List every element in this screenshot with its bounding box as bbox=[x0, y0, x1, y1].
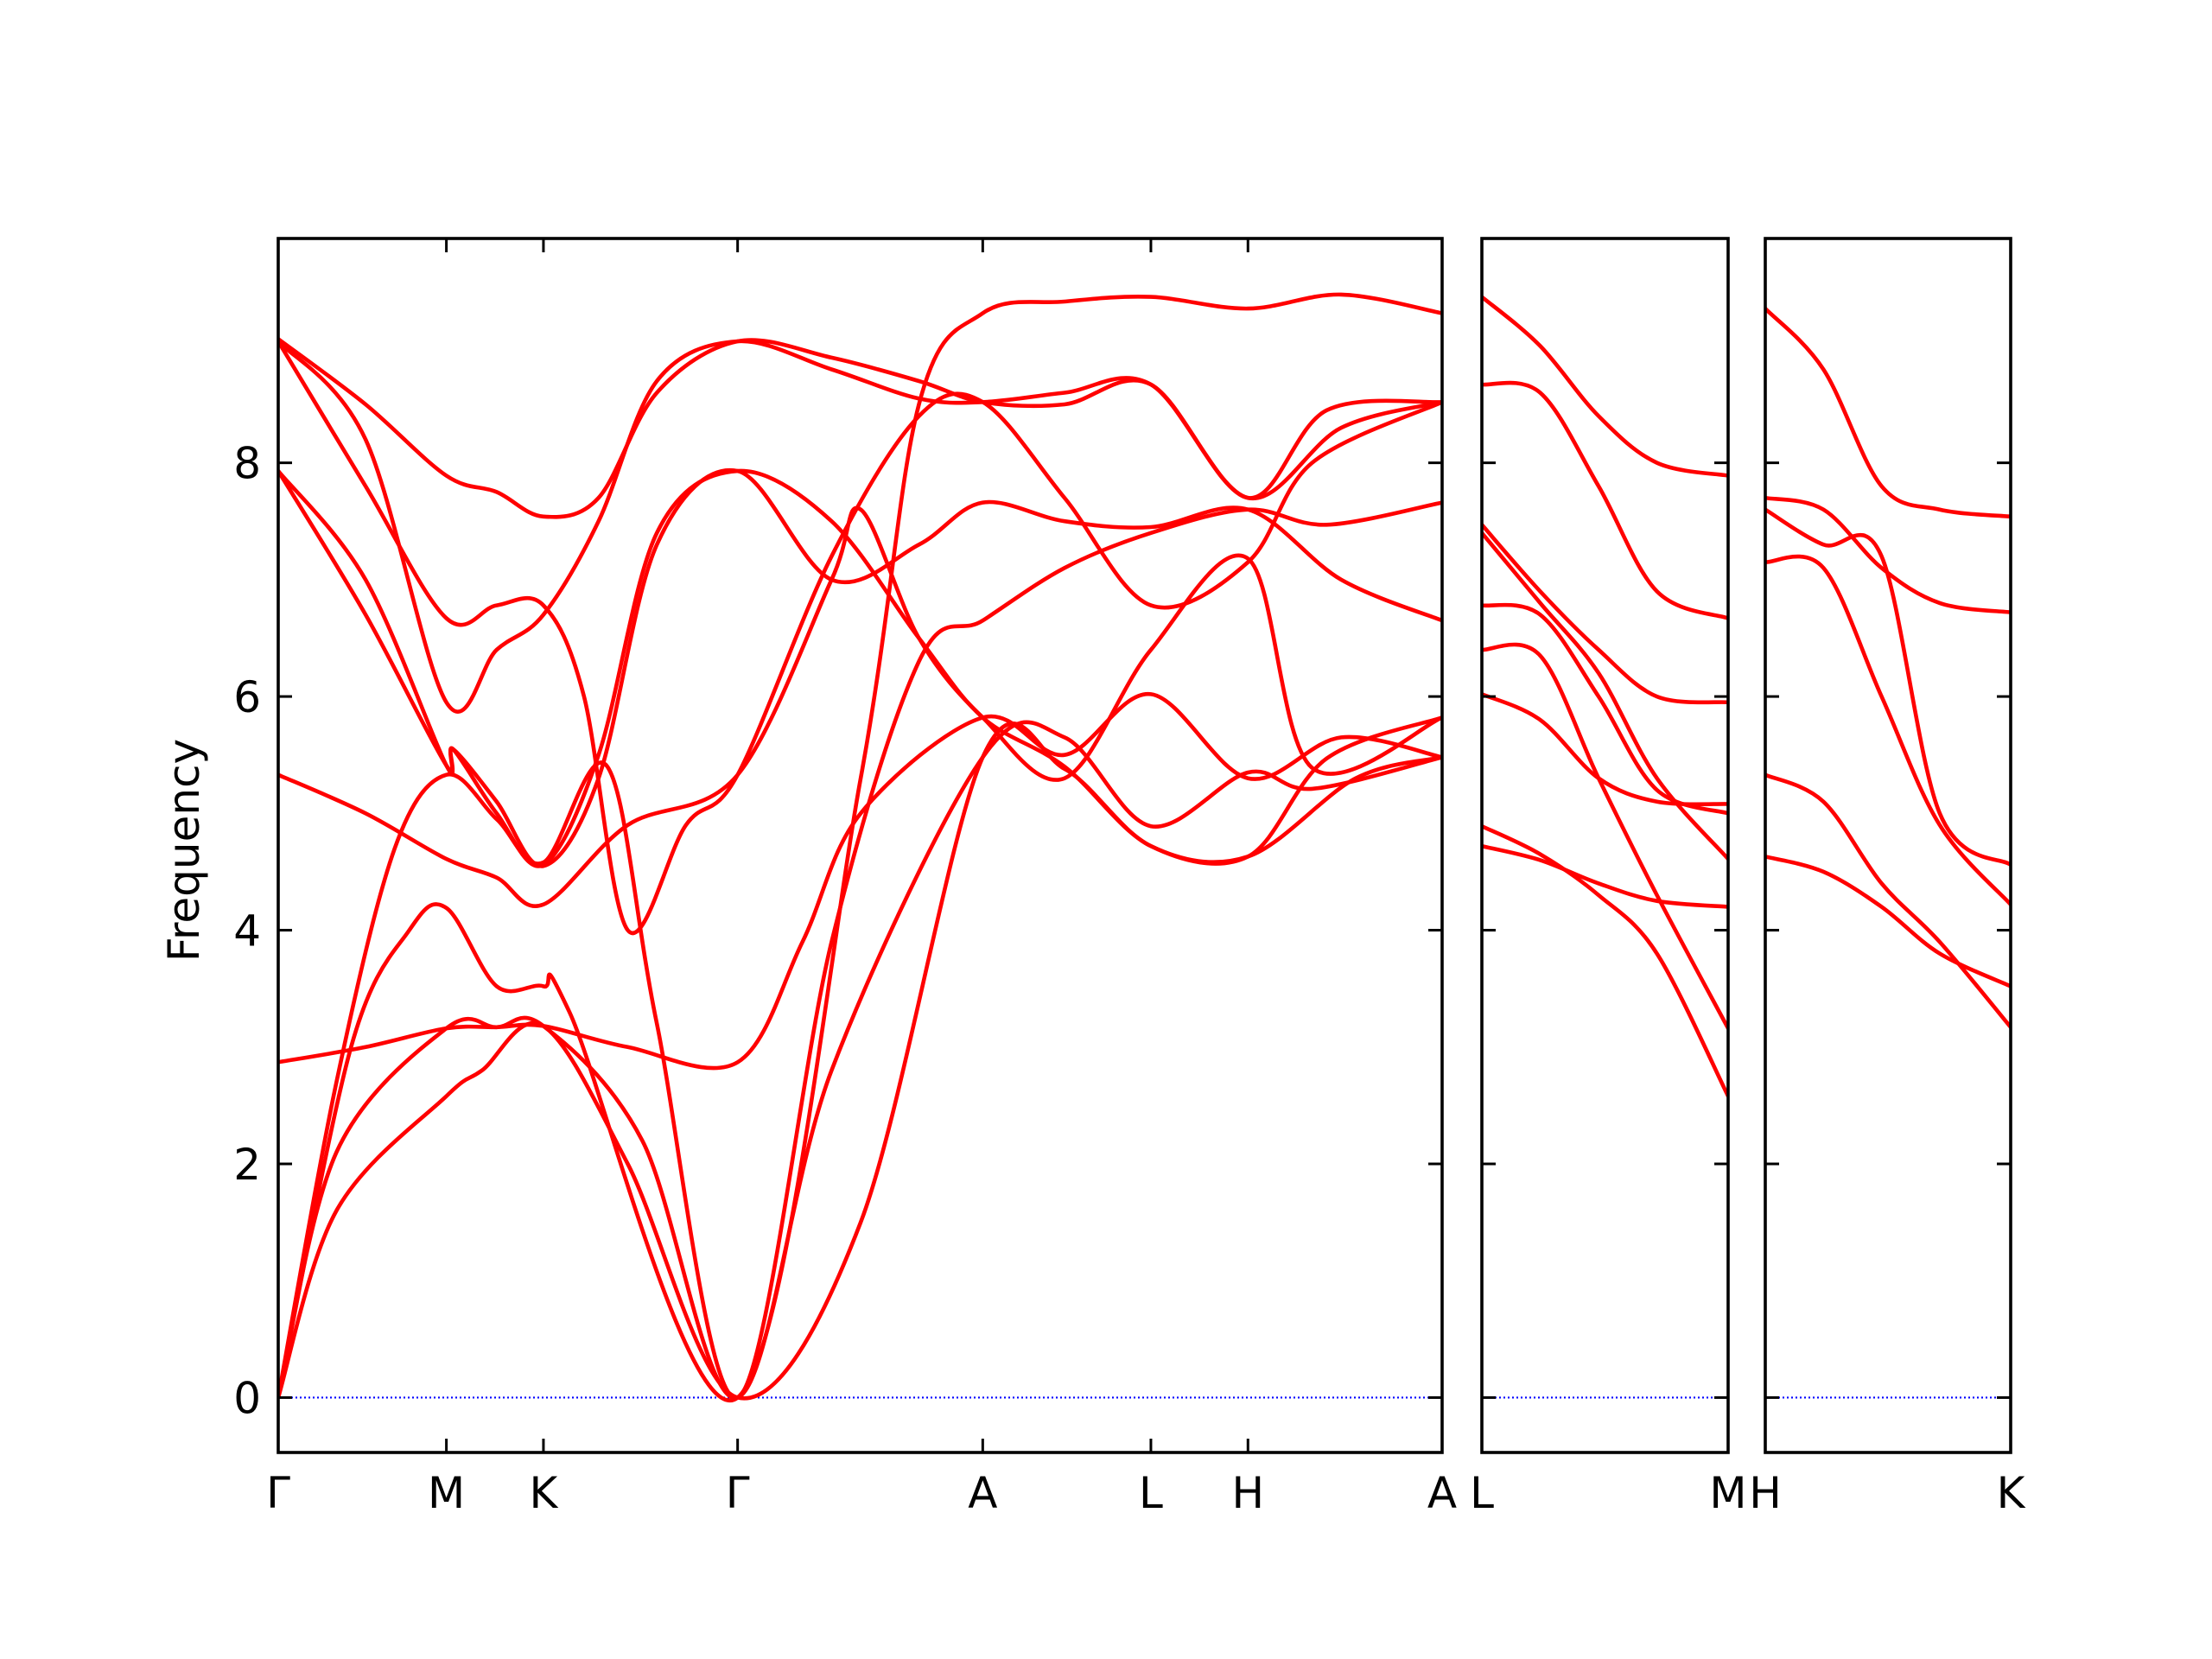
x-tick-label: K bbox=[530, 1468, 559, 1518]
x-tick-label: A bbox=[1427, 1468, 1457, 1518]
band-line-panel-0-7 bbox=[278, 467, 1442, 868]
band-line-panel-2-5 bbox=[1765, 306, 2011, 519]
band-line-panel-1-8 bbox=[1482, 295, 1728, 478]
x-tick-label: M bbox=[428, 1468, 465, 1518]
band-line-panel-2-1 bbox=[1765, 772, 2011, 1030]
band-line-panel-1-7 bbox=[1482, 380, 1728, 620]
band-line-panel-0-6 bbox=[278, 468, 1442, 868]
band-line-panel-0-9 bbox=[278, 339, 1442, 714]
y-axis-label: Frequency bbox=[159, 739, 209, 962]
x-tick-label: H bbox=[1231, 1468, 1264, 1518]
panel-frame-2 bbox=[1764, 237, 2012, 1454]
y-tick-label: 4 bbox=[233, 906, 261, 957]
x-tick-label: Γ bbox=[266, 1468, 290, 1518]
x-tick-label: L bbox=[1470, 1468, 1494, 1518]
band-line-panel-1-5 bbox=[1482, 531, 1728, 861]
band-line-panel-1-3 bbox=[1482, 642, 1728, 1031]
band-line-panel-1-6 bbox=[1482, 523, 1728, 705]
band-line-panel-0-2 bbox=[278, 692, 1442, 1071]
band-line-panel-0-5 bbox=[278, 292, 1442, 1402]
x-tick-label: L bbox=[1139, 1468, 1163, 1518]
band-line-panel-2-4 bbox=[1765, 495, 2011, 614]
x-tick-label: Γ bbox=[726, 1468, 750, 1518]
band-line-panel-1-0 bbox=[1482, 843, 1728, 909]
band-line-panel-2-3 bbox=[1765, 507, 2011, 868]
y-tick-label: 6 bbox=[233, 672, 261, 722]
band-line-panel-2-0 bbox=[1765, 855, 2011, 988]
y-tick-label: 0 bbox=[233, 1373, 261, 1423]
band-line-panel-0-1 bbox=[278, 720, 1442, 1400]
band-line-panel-0-10 bbox=[278, 337, 1442, 519]
band-line-panel-0-3 bbox=[278, 500, 1442, 1400]
panel-frame-1 bbox=[1480, 237, 1730, 1454]
band-line-panel-1-1 bbox=[1482, 823, 1728, 1098]
panel-frame-0 bbox=[276, 237, 1444, 1454]
y-tick-label: 2 bbox=[233, 1140, 261, 1190]
band-line-panel-0-8 bbox=[278, 339, 1442, 936]
band-line-panel-2-2 bbox=[1765, 554, 2011, 907]
band-line-panel-0-0 bbox=[278, 721, 1442, 1401]
y-tick-label: 8 bbox=[233, 439, 261, 489]
x-tick-label: M bbox=[1709, 1468, 1746, 1518]
x-tick-label: H bbox=[1749, 1468, 1782, 1518]
x-tick-label: K bbox=[1997, 1468, 2026, 1518]
band-line-panel-0-4 bbox=[278, 505, 1442, 908]
x-tick-label: A bbox=[968, 1468, 997, 1518]
